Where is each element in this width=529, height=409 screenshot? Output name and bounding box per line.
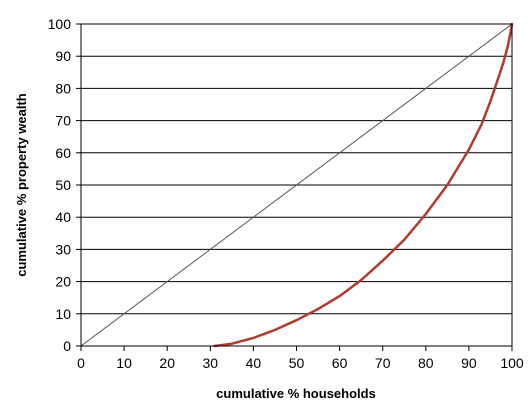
y-tick-label-90: 90 bbox=[55, 48, 71, 64]
x-tick-label-90: 90 bbox=[461, 355, 477, 371]
x-tick-label-40: 40 bbox=[246, 355, 262, 371]
x-tick-label-10: 10 bbox=[116, 355, 132, 371]
x-tick-label-0: 0 bbox=[77, 355, 85, 371]
x-tick-label-80: 80 bbox=[418, 355, 434, 371]
equality-line bbox=[80, 23, 513, 347]
x-tick-label-50: 50 bbox=[289, 355, 305, 371]
x-tick-label-100: 100 bbox=[500, 355, 524, 371]
x-tick-label-70: 70 bbox=[375, 355, 391, 371]
y-tick-label-60: 60 bbox=[55, 145, 71, 161]
y-tick-label-50: 50 bbox=[55, 177, 71, 193]
lorenz-curve bbox=[213, 22, 514, 348]
y-tick-label-100: 100 bbox=[48, 16, 72, 32]
x-axis-title: cumulative % households bbox=[216, 386, 376, 401]
y-tick-label-40: 40 bbox=[55, 209, 71, 225]
series-layer bbox=[80, 22, 514, 348]
y-tick-label-70: 70 bbox=[55, 113, 71, 129]
x-axis: 0 10 20 30 40 50 60 70 80 90 100 bbox=[77, 346, 524, 371]
y-tick-label-30: 30 bbox=[55, 241, 71, 257]
x-tick-label-20: 20 bbox=[159, 355, 175, 371]
x-tick-label-60: 60 bbox=[332, 355, 348, 371]
y-tick-label-20: 20 bbox=[55, 274, 71, 290]
y-tick-label-0: 0 bbox=[63, 338, 71, 354]
x-tick-label-30: 30 bbox=[203, 355, 219, 371]
y-tick-label-10: 10 bbox=[55, 306, 71, 322]
y-axis-title: cumulative % property wealth bbox=[14, 93, 29, 277]
y-axis: 0 10 20 30 40 50 60 70 80 90 100 bbox=[48, 16, 81, 354]
grid-lines bbox=[81, 55, 512, 315]
y-tick-label-80: 80 bbox=[55, 80, 71, 96]
